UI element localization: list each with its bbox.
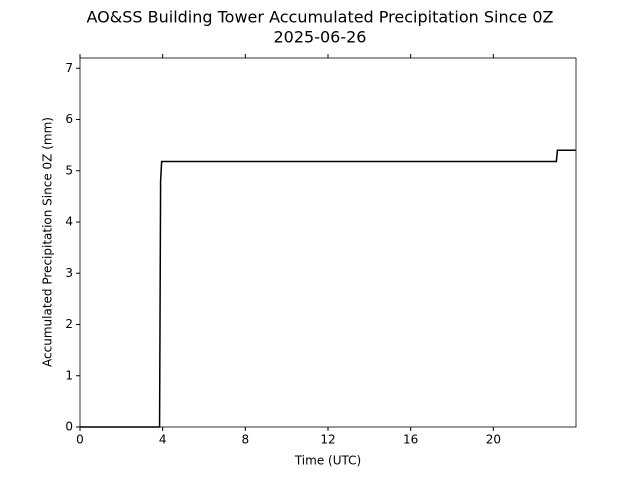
y-tick-label: 1: [65, 368, 73, 382]
x-tick-label: 12: [320, 433, 335, 447]
x-tick-label: 4: [159, 433, 167, 447]
y-tick-label: 6: [65, 112, 73, 126]
y-axis-label: Accumulated Precipitation Since 0Z (mm): [41, 117, 55, 367]
chart-title: AO&SS Building Tower Accumulated Precipi…: [87, 8, 554, 27]
x-axis-label: Time (UTC): [294, 454, 361, 468]
x-tick-label: 8: [242, 433, 250, 447]
x-tick-label: 0: [76, 433, 84, 447]
plot-frame: [79, 57, 577, 428]
y-tick-label: 4: [65, 215, 73, 229]
y-tick-label: 7: [65, 61, 73, 75]
x-tick-label: 20: [486, 433, 501, 447]
x-tick-label: 16: [403, 433, 418, 447]
y-tick-label: 5: [65, 163, 73, 177]
y-tick-label: 2: [65, 317, 73, 331]
y-tick-label: 3: [65, 266, 73, 280]
y-tick-label: 0: [65, 420, 73, 434]
data-line: [80, 149, 576, 428]
chart-subtitle: 2025-06-26: [274, 28, 367, 47]
